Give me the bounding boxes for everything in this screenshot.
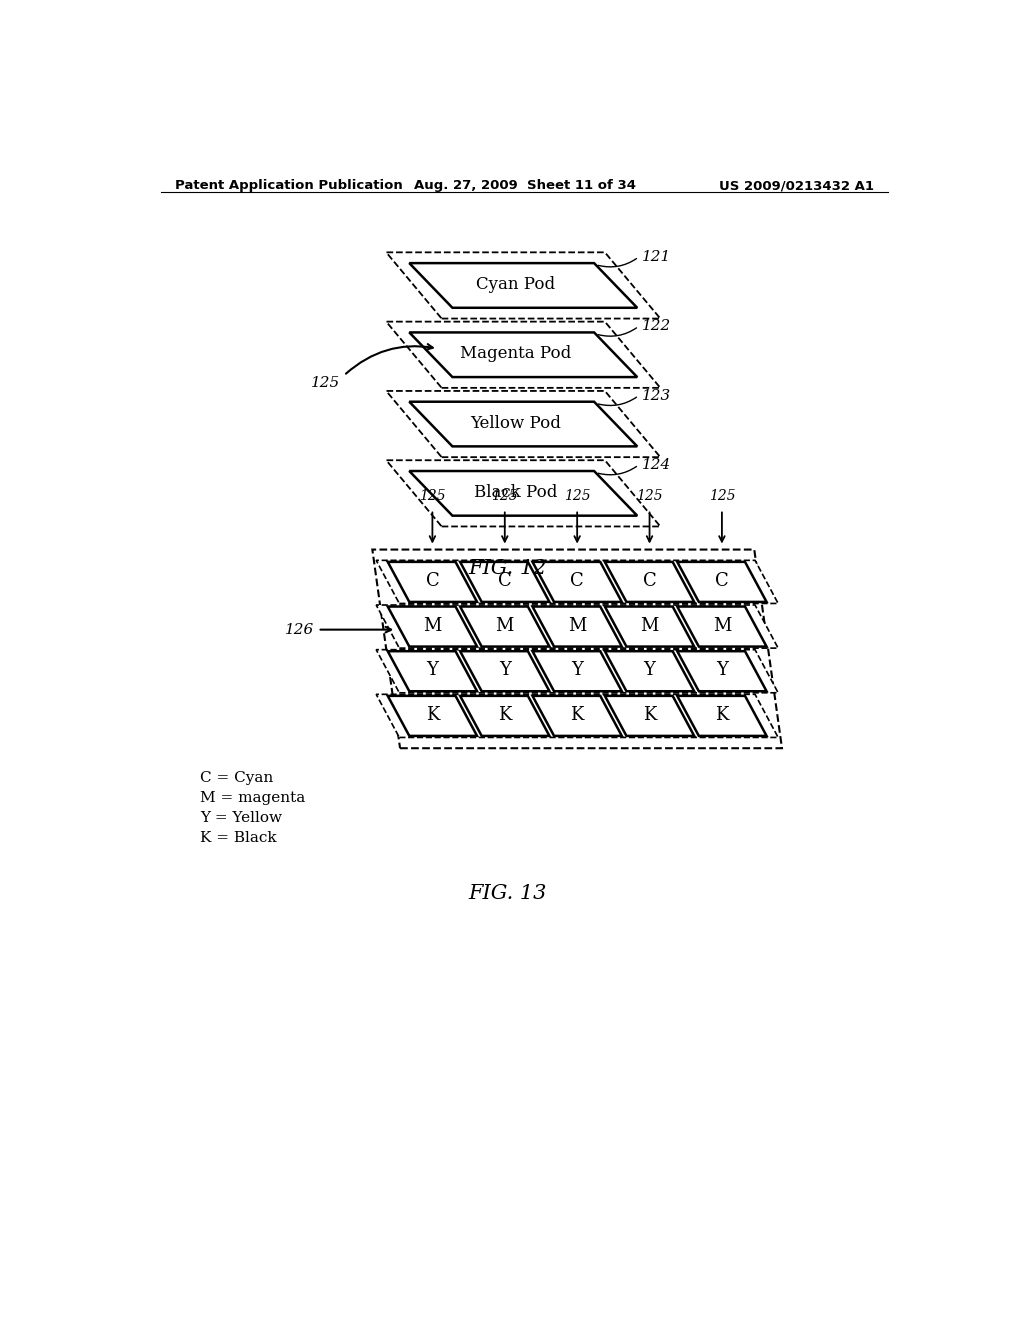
Polygon shape [388, 696, 477, 737]
Polygon shape [460, 651, 550, 692]
Text: M: M [496, 616, 514, 635]
Polygon shape [605, 696, 694, 737]
Text: Y: Y [571, 661, 583, 680]
Polygon shape [373, 549, 782, 748]
Polygon shape [388, 607, 477, 647]
Polygon shape [460, 696, 550, 737]
Text: C: C [498, 572, 512, 590]
Text: K = Black: K = Black [200, 832, 276, 845]
Text: M = magenta: M = magenta [200, 792, 305, 805]
Text: K: K [426, 706, 439, 725]
Polygon shape [410, 263, 637, 308]
Polygon shape [532, 607, 622, 647]
Polygon shape [605, 651, 694, 692]
Text: 125: 125 [419, 490, 445, 503]
Text: M: M [640, 616, 658, 635]
Text: Aug. 27, 2009  Sheet 11 of 34: Aug. 27, 2009 Sheet 11 of 34 [414, 180, 636, 193]
Polygon shape [410, 471, 637, 516]
Polygon shape [605, 607, 694, 647]
Text: K: K [643, 706, 656, 725]
Polygon shape [376, 605, 778, 648]
Text: Cyan Pod: Cyan Pod [476, 276, 555, 293]
Polygon shape [677, 562, 767, 602]
Polygon shape [460, 607, 550, 647]
Text: Y: Y [644, 661, 655, 680]
Text: 125: 125 [636, 490, 663, 503]
Text: Y: Y [716, 661, 728, 680]
Text: C: C [643, 572, 656, 590]
Text: Y: Y [426, 661, 438, 680]
Text: FIG. 13: FIG. 13 [469, 884, 547, 903]
Polygon shape [532, 562, 622, 602]
Text: US 2009/0213432 A1: US 2009/0213432 A1 [720, 180, 874, 193]
Text: 125: 125 [709, 490, 735, 503]
Polygon shape [376, 649, 778, 693]
Text: 123: 123 [642, 388, 671, 403]
Polygon shape [386, 391, 660, 457]
Text: Y = Yellow: Y = Yellow [200, 812, 282, 825]
Text: C: C [426, 572, 439, 590]
Polygon shape [386, 461, 660, 527]
Text: Patent Application Publication: Patent Application Publication [175, 180, 403, 193]
Polygon shape [605, 562, 694, 602]
Polygon shape [410, 333, 637, 378]
Polygon shape [460, 562, 550, 602]
Text: C = Cyan: C = Cyan [200, 771, 273, 785]
Text: C: C [715, 572, 729, 590]
Polygon shape [388, 651, 477, 692]
Text: K: K [570, 706, 584, 725]
Polygon shape [386, 252, 660, 318]
Text: M: M [568, 616, 587, 635]
Polygon shape [532, 651, 622, 692]
Text: 122: 122 [642, 319, 671, 333]
Text: K: K [715, 706, 729, 725]
Text: FIG. 12: FIG. 12 [469, 560, 547, 578]
Text: 126: 126 [285, 623, 313, 636]
Polygon shape [677, 607, 767, 647]
Polygon shape [388, 562, 477, 602]
Polygon shape [532, 696, 622, 737]
Polygon shape [677, 696, 767, 737]
Text: Black Pod: Black Pod [474, 484, 557, 502]
Text: Magenta Pod: Magenta Pod [460, 346, 571, 363]
Text: K: K [498, 706, 511, 725]
Text: C: C [570, 572, 584, 590]
Polygon shape [410, 401, 637, 446]
Text: 125: 125 [564, 490, 591, 503]
Polygon shape [386, 322, 660, 388]
Text: M: M [423, 616, 441, 635]
Text: 125: 125 [492, 490, 518, 503]
Polygon shape [677, 651, 767, 692]
Text: Yellow Pod: Yellow Pod [470, 414, 561, 432]
Polygon shape [376, 561, 778, 603]
Text: 121: 121 [642, 249, 671, 264]
Text: M: M [713, 616, 731, 635]
Text: 125: 125 [310, 376, 340, 391]
Polygon shape [376, 694, 778, 738]
Text: Y: Y [499, 661, 511, 680]
Text: 124: 124 [642, 458, 671, 471]
